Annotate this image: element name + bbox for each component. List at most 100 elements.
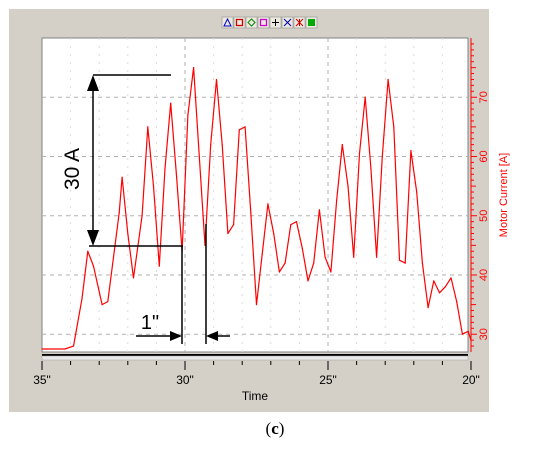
data-point — [381, 155, 383, 158]
arrow-left-head — [206, 331, 218, 341]
x-axis-ticks: 35" 30" 25" 20" — [33, 361, 480, 387]
data-point — [147, 126, 149, 128]
data-point — [158, 265, 160, 267]
data-point — [255, 304, 258, 306]
axis-triangle-icon[interactable] — [221, 16, 234, 29]
data-point — [364, 96, 366, 98]
x-tick-label: 25" — [319, 373, 337, 387]
data-point — [393, 126, 395, 128]
data-point — [450, 277, 452, 279]
data-point — [427, 306, 429, 309]
diamond-icon[interactable] — [245, 16, 258, 29]
data-point — [341, 144, 343, 146]
data-point — [81, 298, 83, 300]
toolbar-glyph — [259, 18, 268, 27]
data-point — [421, 262, 423, 264]
x-tick-label: 35" — [33, 373, 51, 387]
data-point — [250, 212, 252, 214]
data-point — [347, 185, 349, 187]
toolbar-glyph — [308, 19, 315, 26]
data-point — [132, 277, 135, 279]
data-point — [290, 224, 292, 226]
data-point — [416, 191, 418, 193]
toolbar-button-frame — [233, 16, 246, 29]
data-point — [335, 200, 338, 202]
data-point — [261, 253, 263, 255]
data-point — [358, 152, 361, 155]
data-point — [370, 167, 372, 169]
x-axis-label: Time — [242, 389, 269, 403]
star-icon[interactable] — [293, 16, 306, 29]
annotations: 30 A 1" — [61, 74, 230, 344]
horizontal-measure-label: 1" — [141, 312, 159, 334]
y-tick-label: 70 — [478, 91, 490, 103]
x-axis-scrollbar[interactable] — [41, 355, 469, 361]
caption-open: ( — [265, 419, 272, 438]
y-tick-label: 60 — [478, 150, 490, 162]
data-point — [41, 348, 43, 350]
caption-letter: c — [271, 419, 279, 438]
data-point — [376, 256, 378, 258]
data-point — [295, 221, 298, 223]
data-point — [318, 209, 321, 211]
crosshair-icon[interactable] — [269, 16, 282, 29]
data-point — [112, 256, 115, 258]
toolbar-button-frame — [221, 16, 234, 29]
data-point — [141, 215, 143, 217]
magenta-square-icon[interactable] — [257, 16, 270, 29]
series-group — [41, 67, 472, 350]
data-point — [127, 232, 129, 235]
data-point — [221, 144, 223, 146]
data-point — [330, 271, 332, 273]
y-tick-label: 50 — [478, 210, 490, 222]
y-axis-ticks: 30 40 50 60 70 — [471, 43, 490, 347]
data-point — [87, 250, 89, 252]
data-point — [227, 232, 229, 235]
toolbar-button-frame — [245, 16, 258, 29]
figure-caption: (c) — [0, 419, 550, 439]
chart-toolbar — [221, 16, 318, 29]
vertical-measure-label: 30 A — [61, 148, 84, 190]
data-point — [313, 262, 315, 264]
plot-area — [41, 37, 469, 353]
caption-close: ) — [278, 419, 285, 438]
data-point — [175, 173, 178, 175]
data-point — [192, 67, 195, 69]
y-tick-label: 30 — [478, 328, 490, 340]
data-point — [433, 280, 435, 282]
data-point — [52, 348, 55, 350]
data-point — [121, 176, 123, 178]
toolbar-glyph — [235, 18, 244, 27]
data-point — [72, 345, 75, 347]
data-point — [387, 78, 389, 81]
data-point — [118, 212, 120, 214]
toolbar-glyph — [283, 18, 292, 27]
data-point — [210, 144, 212, 146]
data-point — [353, 256, 355, 258]
data-point — [307, 280, 309, 282]
data-point — [444, 286, 446, 288]
green-square-icon[interactable] — [305, 16, 318, 29]
arrow-down-head — [87, 230, 99, 246]
data-point — [244, 126, 246, 128]
x-tick-label: 30" — [176, 373, 194, 387]
cross-icon[interactable] — [281, 16, 294, 29]
data-point — [404, 262, 406, 264]
data-point — [215, 78, 218, 81]
data-point — [164, 167, 166, 169]
data-point — [170, 102, 172, 104]
x-tick-label: 20" — [462, 373, 480, 387]
data-point — [64, 348, 66, 350]
data-point — [187, 114, 189, 116]
data-point — [467, 330, 469, 332]
data-point — [410, 149, 412, 152]
data-point — [267, 203, 269, 205]
toolbar-glyph — [223, 17, 232, 27]
red-square-icon[interactable] — [233, 16, 246, 29]
data-point — [301, 247, 303, 249]
data-point — [152, 185, 155, 187]
data-point — [398, 259, 401, 261]
y-axis-label: Motor Current [A] — [498, 153, 510, 237]
data-point — [233, 224, 235, 226]
